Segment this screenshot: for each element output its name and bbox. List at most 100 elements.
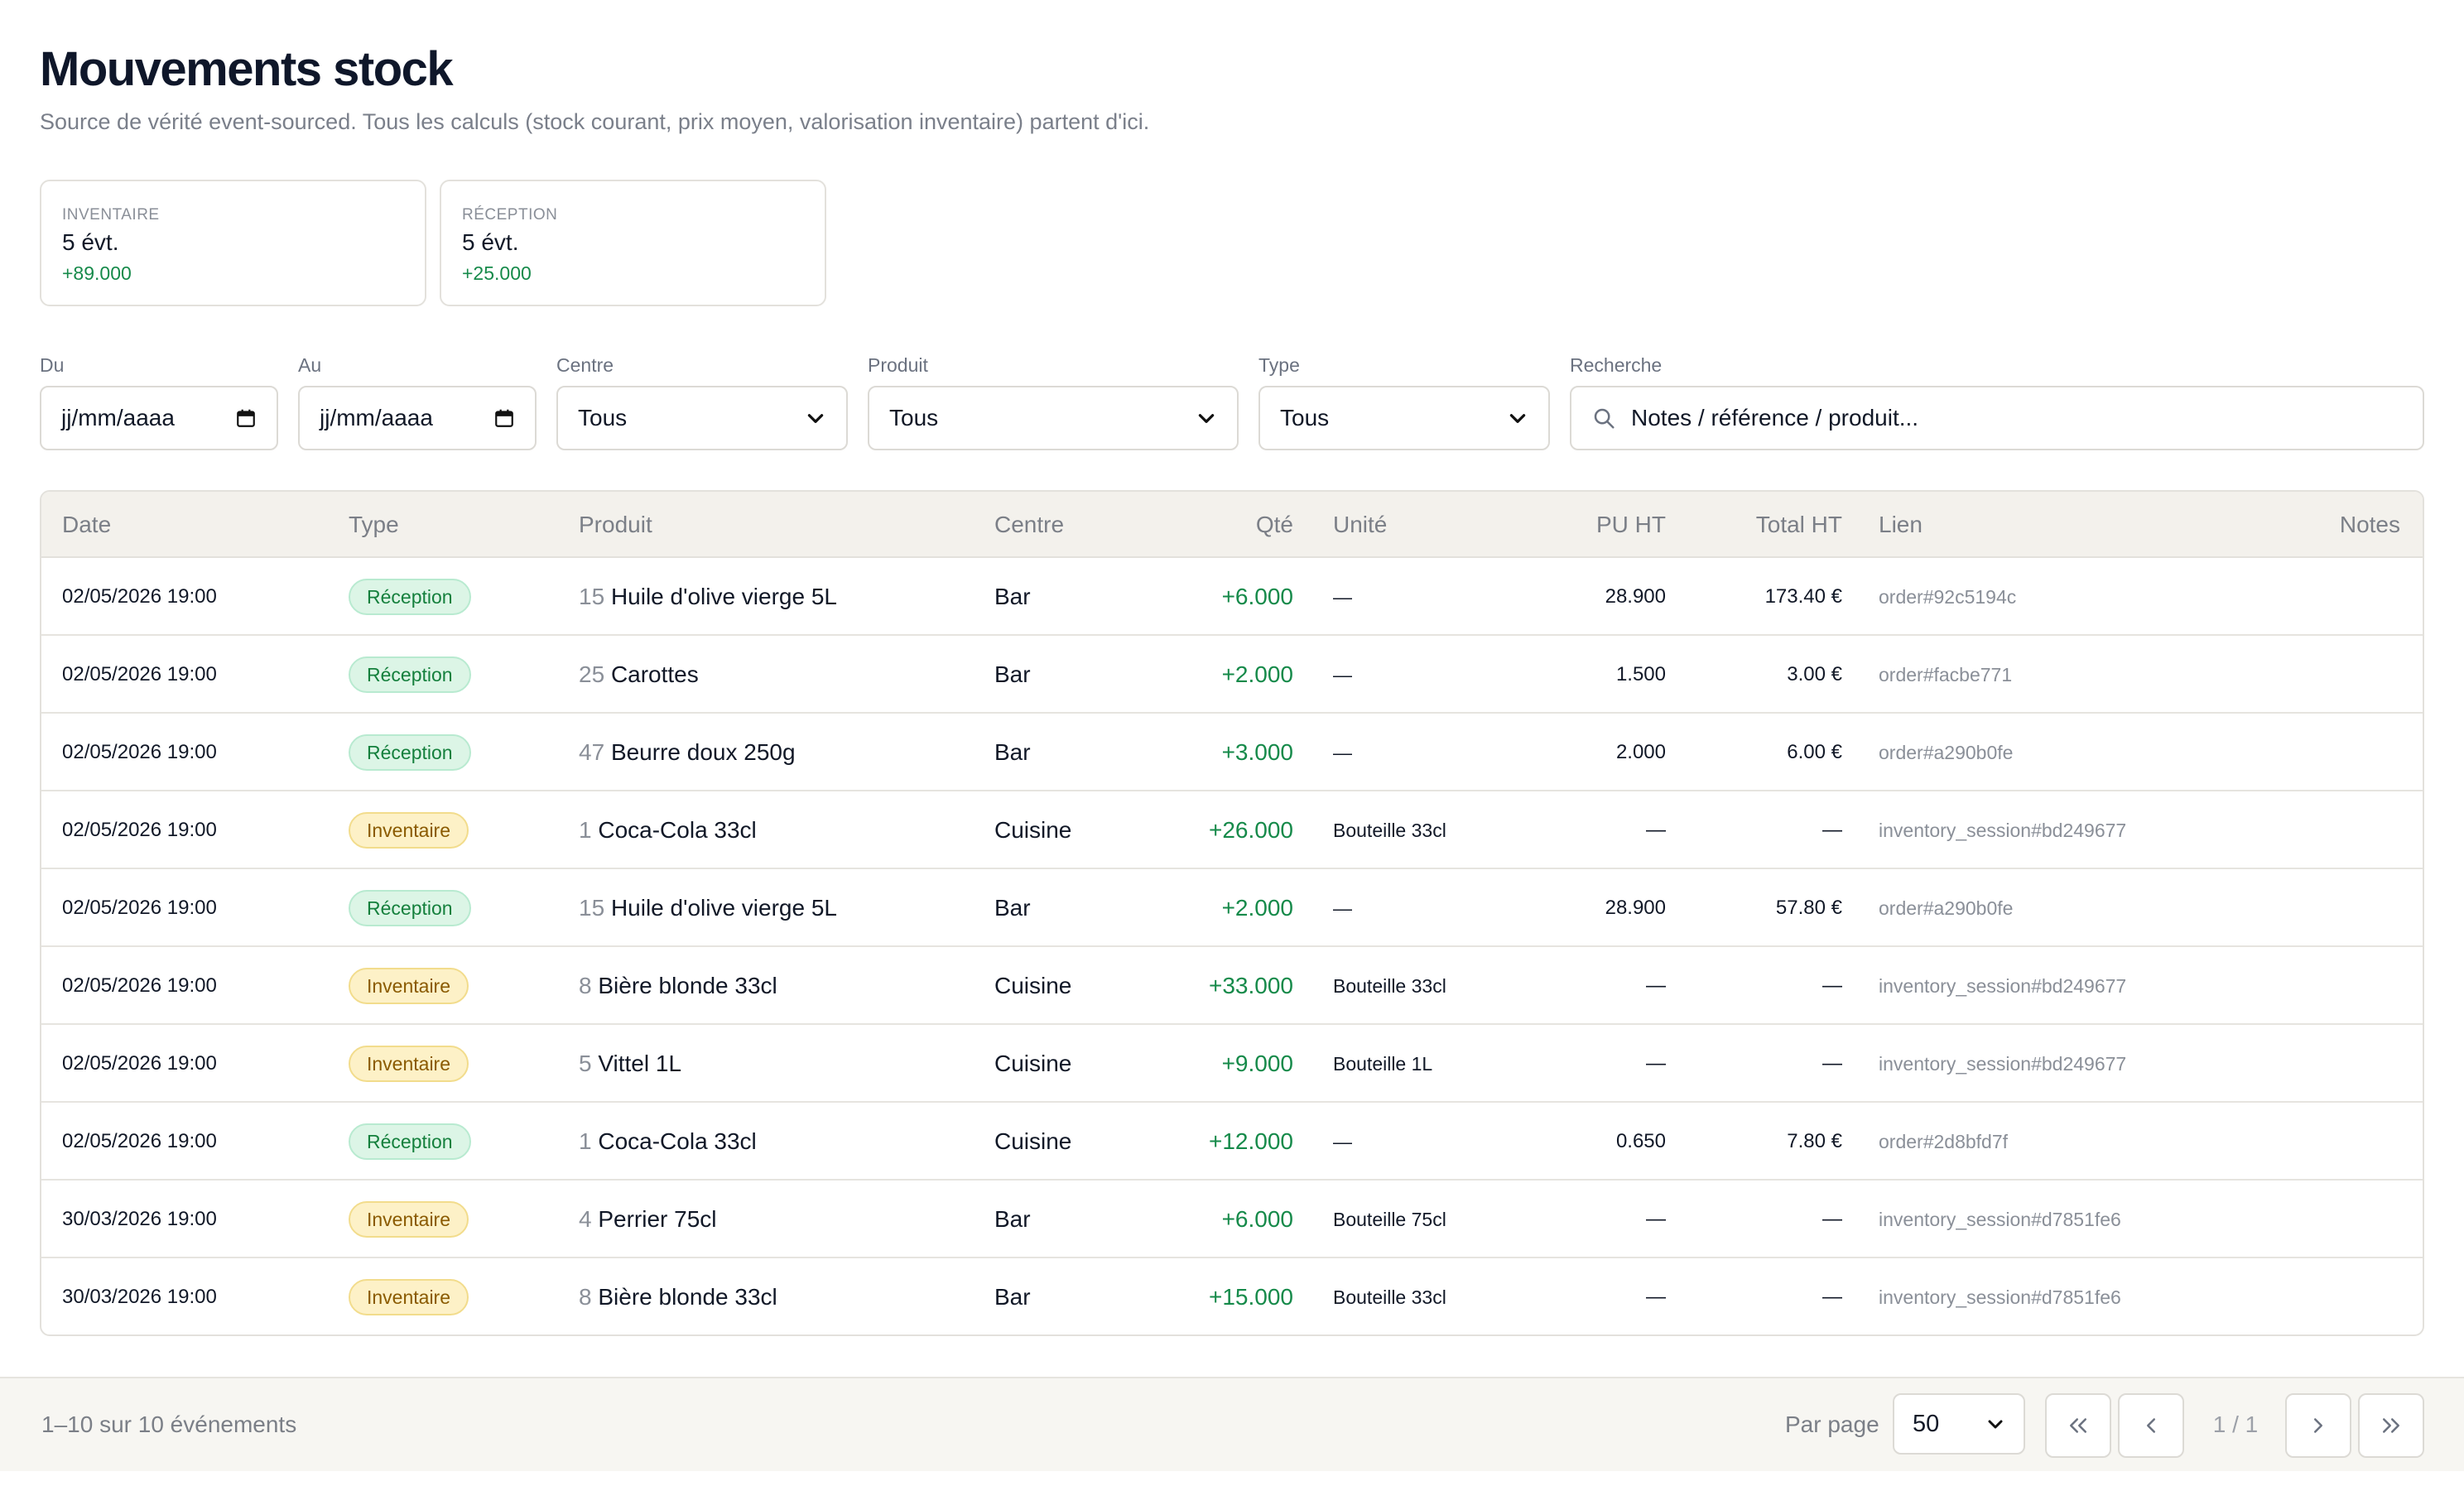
calendar-icon[interactable] [235, 407, 257, 429]
cell-quantite: +6.000 [1221, 1206, 1293, 1232]
cell-centre: Bar [994, 661, 1031, 687]
filter-label-recherche: Recherche [1570, 354, 1663, 376]
cell-lien-link[interactable]: inventory_session#d7851fe6 [1879, 1286, 2121, 1308]
type-badge: Réception [349, 890, 471, 926]
chevron-down-icon [1198, 414, 1215, 423]
table-row[interactable]: 30/03/2026 19:00 Inventaire 8 Bière blonde… [41, 1258, 2423, 1334]
per-page-select[interactable]: 50 [1893, 1393, 2025, 1455]
cell-quantite: +12.000 [1209, 1128, 1293, 1154]
column-header-lien[interactable]: Lien [1879, 512, 1923, 537]
next-page-button[interactable] [2285, 1393, 2351, 1458]
cell-lien-link[interactable]: order#2d8bfd7f [1879, 1131, 2009, 1152]
filter-label-type: Type [1258, 354, 1300, 376]
per-page-label: Par page [1785, 1411, 1879, 1437]
date-from-input[interactable]: jj/mm/aaaa [40, 386, 278, 450]
column-header-unite[interactable]: Unité [1333, 512, 1388, 537]
type-badge: Inventaire [349, 1201, 469, 1238]
column-header-total-ht[interactable]: Total HT [1755, 512, 1842, 537]
cell-produit: 25 Carottes [579, 636, 699, 714]
product-name: Perrier 75cl [598, 1206, 717, 1232]
type-badge: Réception [349, 734, 471, 771]
product-id: 47 [579, 739, 605, 765]
product-name: Bière blonde 33cl [598, 973, 777, 998]
cell-lien-link[interactable]: inventory_session#bd249677 [1879, 975, 2127, 997]
cell-produit: 47 Beurre doux 250g [579, 714, 796, 791]
search-icon [1594, 408, 1615, 429]
cell-unite: Bouteille 1L [1333, 1053, 1433, 1075]
column-header-notes[interactable]: Notes [2339, 512, 2400, 537]
cell-date: 02/05/2026 19:00 [62, 974, 217, 997]
cell-lien-link[interactable]: inventory_session#bd249677 [1879, 820, 2127, 841]
cell-produit: 15 Huile d'olive vierge 5L [579, 869, 837, 947]
last-page-button[interactable] [2358, 1393, 2424, 1458]
table-row[interactable]: 02/05/2026 19:00 Inventaire 5 Vittel 1L Cui… [41, 1025, 2423, 1103]
cell-quantite: +2.000 [1221, 895, 1293, 921]
cell-lien-link[interactable]: inventory_session#bd249677 [1879, 1053, 2127, 1075]
chevron-down-icon [1988, 1420, 2003, 1429]
centre-select[interactable]: Tous [556, 386, 848, 450]
produit-select-value: Tous [889, 405, 939, 430]
product-id: 1 [579, 1128, 592, 1154]
cell-unite: — [1333, 742, 1352, 763]
cell-date: 30/03/2026 19:00 [62, 1208, 217, 1230]
cell-centre: Bar [994, 895, 1031, 921]
cell-lien-link[interactable]: order#facbe771 [1879, 664, 2013, 685]
table-row[interactable]: 02/05/2026 19:00 Inventaire 1 Coca-Cola 33… [41, 791, 2423, 869]
calendar-icon[interactable] [493, 407, 515, 429]
cell-pu-ht: — [1646, 1052, 1666, 1075]
table-row[interactable]: 02/05/2026 19:00 Inventaire 8 Bière blonde… [41, 947, 2423, 1025]
cell-produit: 1 Coca-Cola 33cl [579, 1103, 757, 1181]
chevron-left-icon [2147, 1418, 2155, 1433]
type-badge: Réception [349, 579, 471, 615]
cell-quantite: +33.000 [1209, 973, 1293, 998]
cell-produit: 15 Huile d'olive vierge 5L [579, 558, 837, 636]
column-header-qte[interactable]: Qté [1255, 512, 1293, 537]
pagination-bar: 1–10 sur 10 événements Par page 50 1 / 1 [0, 1377, 2464, 1471]
table-row[interactable]: 30/03/2026 19:00 Inventaire 4 Perrier 75cl… [41, 1181, 2423, 1258]
produit-select[interactable]: Tous [868, 386, 1239, 450]
product-name: Vittel 1L [598, 1051, 682, 1076]
cell-unite: — [1333, 897, 1352, 919]
cell-pu-ht: 1.500 [1615, 663, 1666, 685]
cell-quantite: +26.000 [1209, 817, 1293, 843]
column-header-pu-ht[interactable]: PU HT [1596, 512, 1666, 537]
cell-lien-link[interactable]: order#a290b0fe [1879, 897, 2014, 919]
type-select-value: Tous [1280, 405, 1330, 430]
double-chevron-left-icon [2070, 1418, 2086, 1433]
cell-unite: Bouteille 33cl [1333, 820, 1446, 841]
cell-pu-ht: 2.000 [1615, 741, 1666, 763]
previous-page-button[interactable] [2118, 1393, 2184, 1458]
column-header-date[interactable]: Date [62, 512, 112, 537]
movements-table: Date Type Produit Centre Qté Unité PU HT… [40, 490, 2424, 1336]
column-header-type[interactable]: Type [349, 512, 399, 537]
type-badge: Inventaire [349, 1279, 469, 1315]
cell-pu-ht: — [1646, 974, 1666, 997]
date-to-input[interactable]: jj/mm/aaaa [298, 386, 537, 450]
cell-quantite: +3.000 [1221, 739, 1293, 765]
cell-date: 30/03/2026 19:00 [62, 1286, 217, 1308]
cell-lien-link[interactable]: order#a290b0fe [1879, 742, 2014, 763]
cell-unite: Bouteille 33cl [1333, 1286, 1446, 1308]
type-select[interactable]: Tous [1258, 386, 1550, 450]
cell-total-ht: 7.80 € [1787, 1130, 1842, 1152]
table-row[interactable]: 02/05/2026 19:00 Réception 25 Carottes Bar +… [41, 636, 2423, 714]
cell-centre: Cuisine [994, 817, 1072, 843]
table-row[interactable]: 02/05/2026 19:00 Réception 15 Huile d'oliv… [41, 869, 2423, 947]
stat-value: 5 évt. [62, 229, 119, 255]
column-header-centre[interactable]: Centre [994, 512, 1065, 537]
column-header-produit[interactable]: Produit [579, 512, 652, 537]
search-input[interactable]: Notes / référence / produit... [1570, 386, 2424, 450]
product-id: 15 [579, 895, 605, 921]
cell-date: 02/05/2026 19:00 [62, 663, 217, 685]
cell-date: 02/05/2026 19:00 [62, 1130, 217, 1152]
table-row[interactable]: 02/05/2026 19:00 Réception 47 Beurre doux … [41, 714, 2423, 791]
cell-unite: — [1333, 586, 1352, 608]
search-placeholder: Notes / référence / produit... [1631, 405, 1919, 430]
table-row[interactable]: 02/05/2026 19:00 Réception 1 Coca-Cola 33c… [41, 1103, 2423, 1181]
cell-lien-link[interactable]: order#92c5194c [1879, 586, 2017, 608]
first-page-button[interactable] [2045, 1393, 2111, 1458]
cell-pu-ht: — [1646, 1286, 1666, 1308]
table-row[interactable]: 02/05/2026 19:00 Réception 15 Huile d'oliv… [41, 558, 2423, 636]
cell-lien-link[interactable]: inventory_session#d7851fe6 [1879, 1209, 2121, 1230]
